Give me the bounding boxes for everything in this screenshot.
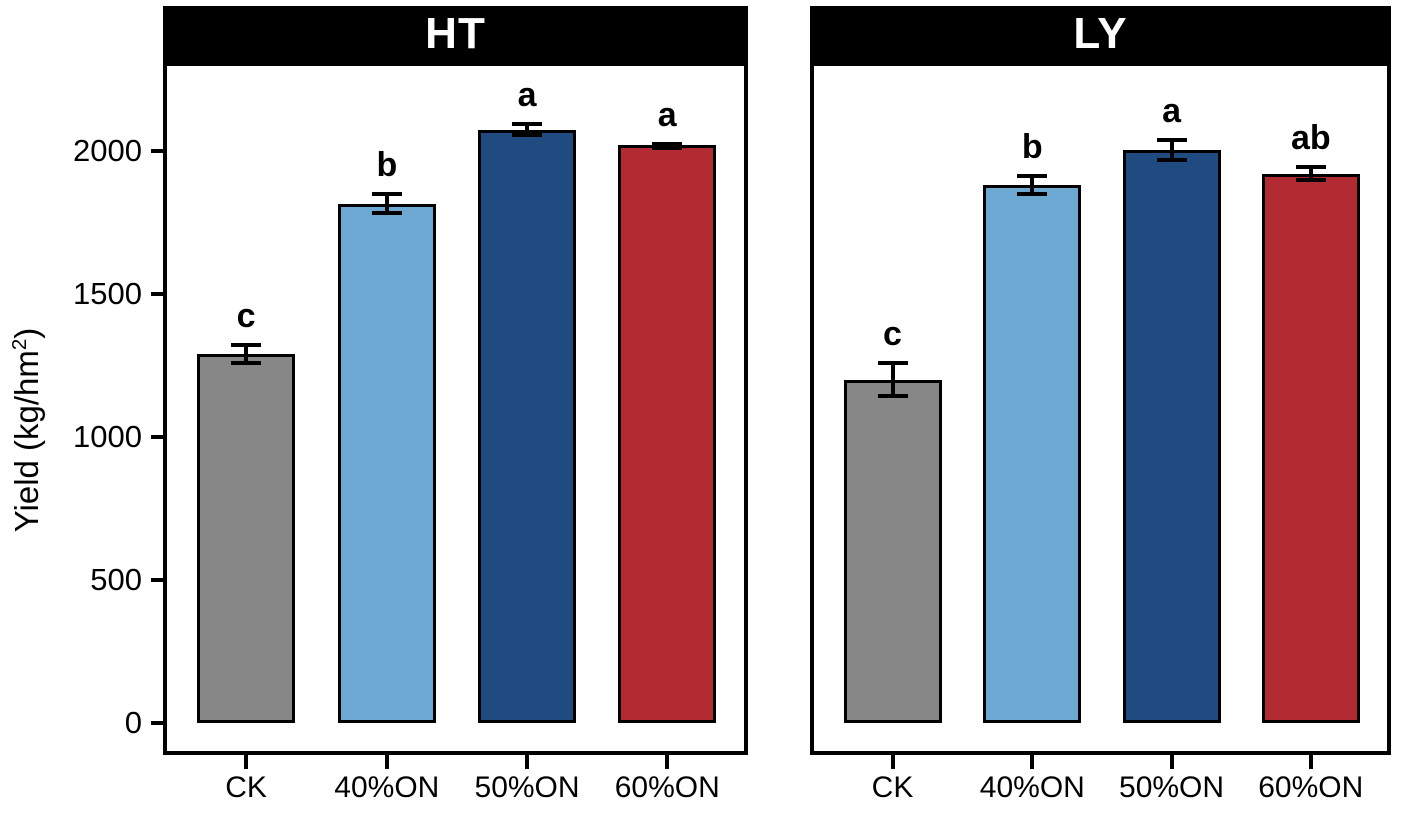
sig-letter-ly-60on: ab — [1290, 119, 1331, 158]
plot-area-ht: c b a a — [163, 62, 748, 755]
facet-title-ht: HT — [425, 9, 486, 58]
y-tick-label-1500: 1500 — [73, 276, 142, 311]
errorbar-ly-40on — [1017, 174, 1048, 197]
sig-letter-ly-ck: c — [883, 315, 902, 354]
x-tick-ly-60on — [1308, 755, 1313, 769]
facet-strip-ht: HT — [163, 6, 748, 62]
bar-ly-60on — [1261, 173, 1360, 723]
x-label-ht-60on: 60%ON — [614, 771, 720, 804]
facet-strip-ly: LY — [810, 6, 1391, 62]
y-tick-1000 — [151, 435, 165, 439]
y-tick-1500 — [151, 292, 165, 296]
errorbar-ht-60on — [652, 141, 683, 150]
sig-letter-ht-60on: a — [657, 95, 677, 134]
errorbar-ly-60on — [1295, 165, 1326, 183]
x-tick-ly-ck — [890, 755, 895, 769]
x-tick-ht-ck — [244, 755, 249, 769]
bar-ly-40on — [983, 185, 1082, 723]
x-label-ly-50on: 50%ON — [1119, 771, 1225, 804]
y-tick-2000 — [151, 149, 165, 153]
sig-letter-ly-40on: b — [1021, 128, 1043, 167]
x-label-ly-40on: 40%ON — [979, 771, 1085, 804]
x-tick-ht-50on — [525, 755, 530, 769]
facet-title-ly: LY — [1073, 9, 1128, 58]
bar-ht-60on — [618, 145, 717, 723]
y-tick-label-500: 500 — [90, 562, 142, 597]
x-label-ht-40on: 40%ON — [334, 771, 440, 804]
bar-ht-50on — [478, 129, 577, 723]
sig-letter-ht-50on: a — [517, 76, 537, 115]
panel-ht: HT c b a a CK 40%ON 50%ON 60%ON — [163, 6, 748, 809]
sig-letter-ht-ck: c — [236, 296, 256, 335]
errorbar-ht-50on — [512, 122, 543, 137]
bar-ly-ck — [843, 379, 942, 723]
plot-inner-ht: c b a a — [167, 66, 744, 751]
x-tick-ly-40on — [1030, 755, 1035, 769]
x-label-ht-50on: 50%ON — [474, 771, 580, 804]
x-tick-ht-60on — [665, 755, 670, 769]
y-tick-label-1000: 1000 — [73, 419, 142, 454]
bar-ly-50on — [1122, 149, 1221, 723]
y-tick-label-0: 0 — [124, 705, 142, 740]
plot-inner-ly: c b a ab — [814, 66, 1387, 751]
sig-letter-ht-40on: b — [376, 146, 398, 185]
x-label-ht-ck: CK — [225, 771, 267, 804]
sig-letter-ly-50on: a — [1162, 91, 1181, 130]
errorbar-ht-ck — [231, 342, 262, 366]
y-axis-title-suffix: ) — [8, 327, 45, 339]
panel-ly: LY c b a ab CK 40%ON 50%ON 60%ON — [810, 6, 1391, 809]
x-label-ly-60on: 60%ON — [1258, 771, 1364, 804]
errorbar-ht-40on — [371, 192, 402, 216]
x-tick-ly-50on — [1169, 755, 1174, 769]
x-label-ly-ck: CK — [871, 771, 914, 804]
y-axis-title-sup: 2 — [8, 338, 31, 351]
bar-ht-40on — [337, 203, 436, 723]
plot-area-ly: c b a ab — [810, 62, 1391, 755]
bar-ht-ck — [197, 354, 296, 723]
y-tick-0 — [151, 721, 165, 725]
errorbar-ly-ck — [877, 361, 908, 399]
x-tick-ht-40on — [384, 755, 389, 769]
y-tick-500 — [151, 578, 165, 582]
y-tick-label-2000: 2000 — [73, 133, 142, 168]
errorbar-ly-50on — [1156, 137, 1187, 162]
